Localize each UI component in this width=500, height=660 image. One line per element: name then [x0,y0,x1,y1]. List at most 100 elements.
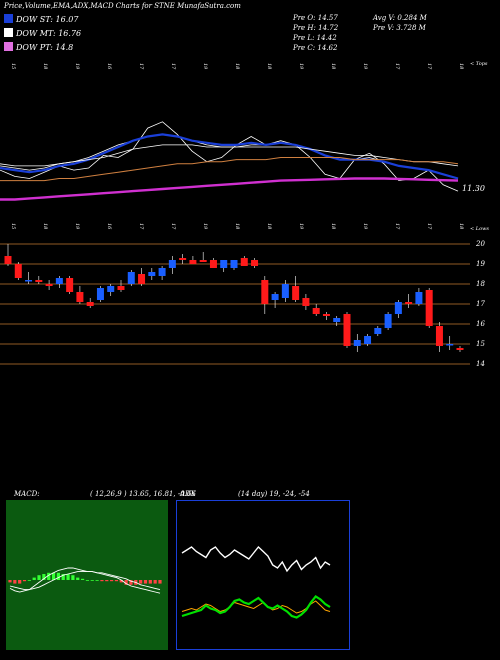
legend-swatch-dow-st [4,14,13,23]
candle-body-up [374,328,382,334]
macd-histogram-bar [42,574,46,580]
price-tick-label: 16 [476,320,485,328]
macd-histogram-bar [129,580,133,585]
macd-line [9,567,161,594]
macd-histogram-bar [76,577,80,580]
candle-body-down [4,256,12,264]
macd-histogram-bar [37,575,41,580]
candle-body-down [322,314,330,316]
macd-histogram-bar [85,580,90,581]
ema-line [0,177,459,201]
date-label: 17 [170,223,176,230]
date-label: 17 [170,63,176,70]
date-label: 19 [362,63,368,70]
adx-title: ADX [180,490,196,498]
candle-body-up [415,292,423,304]
macd-histogram-bar [119,580,123,583]
ema-line [0,133,459,179]
macd-line [9,571,161,591]
macd-params: ( 12,26,9 ) 13.65, 16.81, -0.66 [90,490,196,498]
candle-body-down [199,260,207,262]
macd-histogram-bar [114,580,119,582]
legend-dow-pt: DOW PT: 14.8 [4,42,73,52]
candle-body-up [353,340,361,346]
macd-histogram [8,572,162,585]
ema-lines [0,121,459,201]
macd-lines [9,567,161,594]
legend-label-dow-mt: DOW MT: 16.76 [16,29,82,38]
adx-line [181,600,331,614]
macd-histogram-bar [139,580,143,584]
legend-dow-mt: DOW MT: 16.76 [4,28,81,38]
date-label: 19 [298,223,304,230]
legend-swatch-dow-mt [4,28,13,37]
price-tick-labels: 20 19 18 17 16 15 14 [475,240,485,368]
candle-body-up [107,286,115,292]
date-label: 19 [74,63,80,70]
macd-histogram-bar [71,575,75,580]
date-label: 18 [266,223,272,229]
ema-line [0,133,459,180]
macd-panel [6,500,168,650]
macd-histogram-bar [143,580,148,584]
macd-histogram-bar [61,574,65,580]
macd-histogram-bar [148,580,152,584]
macd-histogram-bar [27,580,31,581]
candle-body-up [96,288,104,300]
macd-histogram-bar [90,580,94,581]
date-label: 17 [138,63,144,70]
macd-histogram-bar [32,577,36,580]
candle-body-down [435,326,443,346]
date-label: 18 [234,63,240,69]
date-label: 16 [106,223,112,230]
candle-body-down [45,284,53,286]
price-tick-label: 17 [476,300,485,308]
ema-date-labels: 15 18 19 16 17 17 19 18 18 19 18 19 17 17 18 [10,63,464,70]
date-label: 16 [106,63,112,70]
macd-histogram-bar [13,580,17,584]
price-tick-label: 14 [476,360,485,368]
macd-histogram-bar [95,580,99,581]
adx-lines [181,545,331,619]
macd-title: MACD: [14,490,40,498]
prev-volume: Pre V: 3.728 M [373,24,426,32]
macd-histogram-bar [110,580,114,582]
candle-body-down [343,314,351,346]
price-tick-label: 20 [475,240,485,248]
legend-swatch-dow-pt [4,42,13,51]
candle-body-up [55,278,63,284]
candle-body-down [189,260,197,264]
candle-body-down [261,280,269,304]
candle-body-up [394,302,402,314]
candle-body-up [364,336,372,344]
date-label: 19 [202,63,208,70]
date-label: 17 [394,223,400,230]
date-label: 18 [42,223,48,229]
macd-histogram-bar [153,580,157,584]
price-tick-label: 15 [476,340,485,348]
ema-line [0,121,459,192]
candle-body-down [86,302,94,306]
macd-histogram-bar [8,580,12,583]
date-label: 17 [394,63,400,70]
macd-histogram-bar [22,580,27,582]
candle-corner-label: < Lows [470,226,489,232]
candle-body-down [292,286,300,300]
date-label: 17 [426,63,432,70]
macd-histogram-bar [56,572,60,580]
candle-date-labels: 15 18 19 16 17 17 19 18 18 19 18 19 17 17 18 [10,223,464,230]
date-label: 15 [10,63,16,69]
date-label: 17 [426,223,432,230]
macd-histogram-bar [80,578,85,580]
candle-body-down [76,292,84,302]
candle-body-down [66,278,74,292]
ema-line [0,144,459,167]
date-label: 18 [42,63,48,69]
date-label: 17 [138,223,144,230]
macd-histogram-bar [51,572,56,580]
candle-body-up [220,260,228,268]
date-label: 18 [266,63,272,69]
candle-body-down [179,258,187,260]
candle-body-up [127,272,135,284]
ema-corner-label: < Tops [470,61,488,67]
